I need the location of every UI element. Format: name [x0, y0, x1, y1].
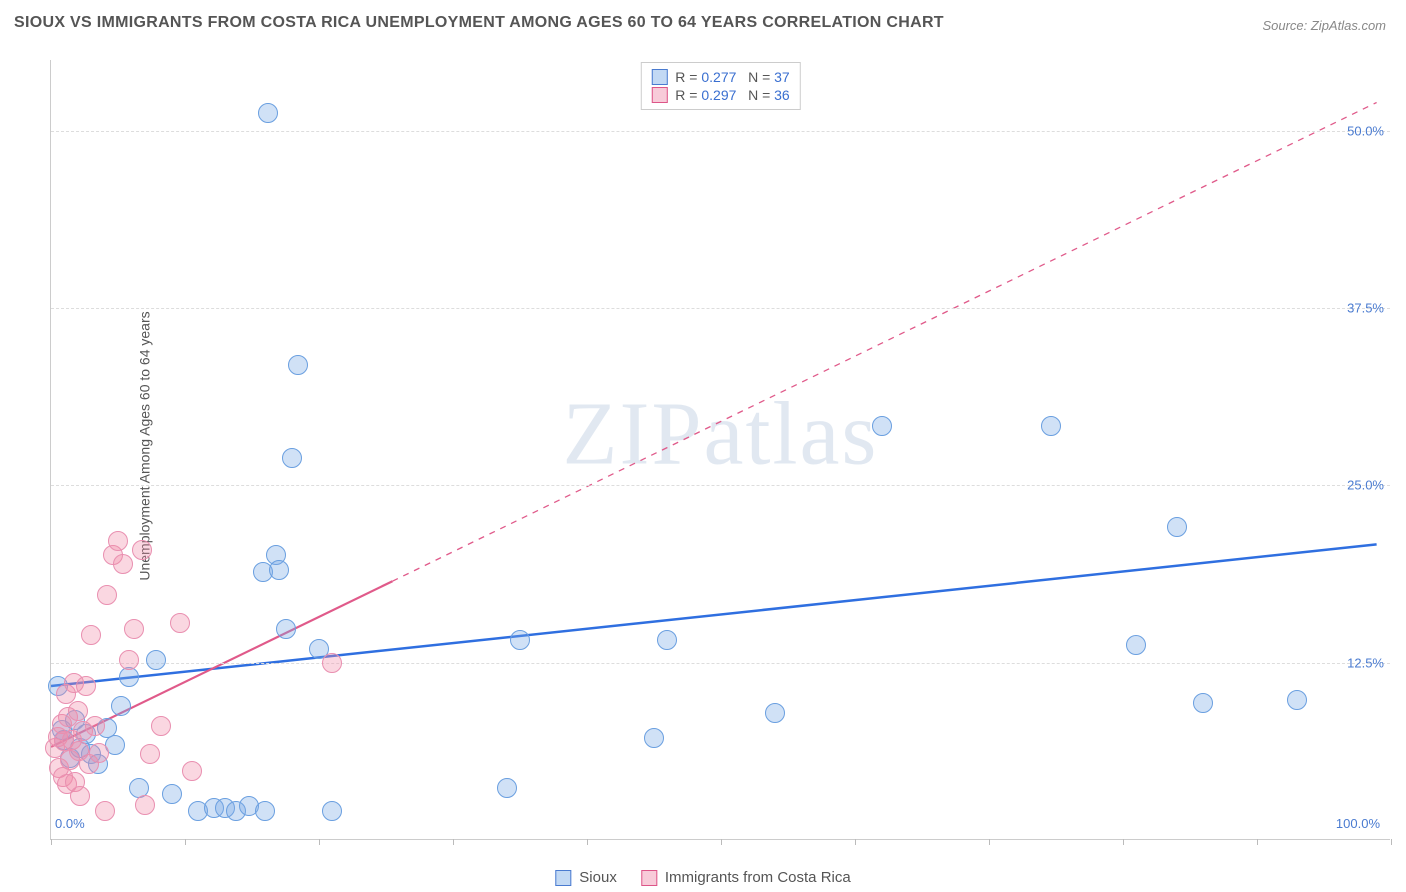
x-axis-tick: [721, 839, 722, 845]
x-axis-tick: [185, 839, 186, 845]
scatter-point: [70, 786, 90, 806]
scatter-point: [322, 653, 342, 673]
x-axis-min-label: 0.0%: [55, 816, 85, 831]
x-axis-tick: [453, 839, 454, 845]
legend-r-n-text: R = 0.297 N = 36: [675, 87, 789, 103]
x-axis-tick: [989, 839, 990, 845]
scatter-point: [510, 630, 530, 650]
legend-bottom-label: Sioux: [579, 869, 617, 886]
scatter-point: [95, 801, 115, 821]
x-axis-tick: [587, 839, 588, 845]
scatter-point: [269, 560, 289, 580]
watermark: ZIPatlas: [563, 382, 879, 485]
scatter-point: [132, 540, 152, 560]
scatter-point: [657, 630, 677, 650]
scatter-point: [97, 585, 117, 605]
y-axis-tick-label: 37.5%: [1347, 301, 1384, 316]
x-axis-tick: [319, 839, 320, 845]
trend-line: [51, 544, 1377, 686]
scatter-point: [68, 701, 88, 721]
scatter-point: [1167, 517, 1187, 537]
trend-lines-svg: [51, 60, 1390, 839]
gridline: [51, 308, 1390, 309]
scatter-point: [872, 416, 892, 436]
scatter-point: [1193, 693, 1213, 713]
scatter-point: [119, 650, 139, 670]
scatter-point: [146, 650, 166, 670]
scatter-point: [276, 619, 296, 639]
scatter-point: [644, 728, 664, 748]
scatter-point: [113, 554, 133, 574]
scatter-point: [497, 778, 517, 798]
legend-top: R = 0.277 N = 37 R = 0.297 N = 36: [640, 62, 800, 110]
x-axis-tick: [855, 839, 856, 845]
swatch-pink-icon: [651, 87, 667, 103]
scatter-point: [182, 761, 202, 781]
scatter-point: [111, 696, 131, 716]
legend-bottom: Sioux Immigrants from Costa Rica: [555, 869, 850, 886]
scatter-point: [81, 625, 101, 645]
y-axis-tick-label: 50.0%: [1347, 123, 1384, 138]
scatter-point: [258, 103, 278, 123]
scatter-point: [108, 531, 128, 551]
scatter-point: [288, 355, 308, 375]
x-axis-max-label: 100.0%: [1336, 816, 1380, 831]
swatch-blue-icon: [555, 870, 571, 886]
x-axis-tick: [51, 839, 52, 845]
legend-bottom-label: Immigrants from Costa Rica: [665, 869, 851, 886]
scatter-point: [170, 613, 190, 633]
scatter-point: [76, 676, 96, 696]
y-axis-tick-label: 25.0%: [1347, 478, 1384, 493]
scatter-point: [1126, 635, 1146, 655]
scatter-point: [162, 784, 182, 804]
plot-area: ZIPatlas R = 0.277 N = 37 R = 0.297 N = 3…: [50, 60, 1390, 840]
scatter-point: [85, 716, 105, 736]
x-axis-tick: [1391, 839, 1392, 845]
swatch-pink-icon: [641, 870, 657, 886]
scatter-point: [151, 716, 171, 736]
swatch-blue-icon: [651, 69, 667, 85]
x-axis-tick: [1123, 839, 1124, 845]
scatter-point: [255, 801, 275, 821]
y-axis-tick-label: 12.5%: [1347, 655, 1384, 670]
source-attribution: Source: ZipAtlas.com: [1262, 18, 1386, 33]
legend-top-row: R = 0.297 N = 36: [651, 87, 789, 103]
legend-bottom-item: Sioux: [555, 869, 617, 886]
scatter-point: [135, 795, 155, 815]
x-axis-tick: [1257, 839, 1258, 845]
gridline: [51, 131, 1390, 132]
scatter-point: [1287, 690, 1307, 710]
scatter-point: [322, 801, 342, 821]
legend-r-n-text: R = 0.277 N = 37: [675, 69, 789, 85]
gridline: [51, 485, 1390, 486]
scatter-point: [765, 703, 785, 723]
legend-top-row: R = 0.277 N = 37: [651, 69, 789, 85]
chart-title: SIOUX VS IMMIGRANTS FROM COSTA RICA UNEM…: [14, 14, 944, 32]
gridline: [51, 663, 1390, 664]
scatter-point: [119, 667, 139, 687]
trend-line: [392, 102, 1376, 581]
scatter-point: [124, 619, 144, 639]
scatter-point: [89, 743, 109, 763]
scatter-point: [282, 448, 302, 468]
scatter-point: [1041, 416, 1061, 436]
scatter-point: [140, 744, 160, 764]
legend-bottom-item: Immigrants from Costa Rica: [641, 869, 851, 886]
